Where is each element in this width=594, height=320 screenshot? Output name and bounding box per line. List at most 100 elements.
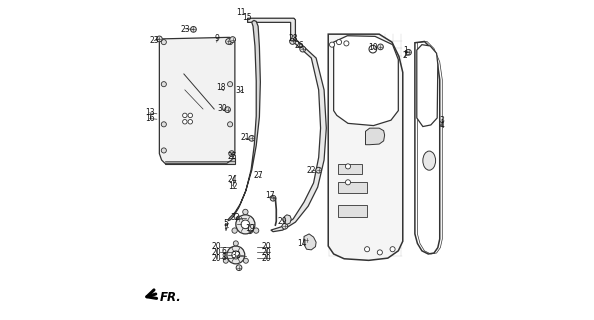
Text: 32: 32 [231, 251, 241, 260]
Circle shape [330, 42, 334, 47]
Circle shape [369, 45, 377, 53]
Text: 12: 12 [228, 182, 238, 191]
Circle shape [304, 237, 309, 243]
Text: 7: 7 [223, 224, 228, 233]
Circle shape [344, 41, 349, 46]
Text: 24: 24 [228, 175, 238, 184]
Circle shape [316, 167, 321, 173]
Bar [178, 82, 204, 109]
Circle shape [227, 246, 245, 264]
Circle shape [233, 241, 238, 246]
Text: 26: 26 [295, 41, 304, 51]
Circle shape [188, 113, 192, 118]
Text: 30: 30 [217, 104, 227, 113]
Circle shape [182, 113, 187, 118]
Circle shape [162, 122, 166, 127]
Circle shape [226, 39, 232, 44]
Text: 19: 19 [245, 224, 255, 233]
Circle shape [236, 215, 255, 234]
Text: 8: 8 [222, 253, 227, 262]
Bar [339, 164, 362, 174]
Text: 20: 20 [262, 242, 271, 251]
Text: FR.: FR. [160, 291, 182, 303]
Text: 15: 15 [242, 13, 251, 22]
Text: 13: 13 [145, 108, 154, 117]
Text: 25: 25 [228, 152, 238, 161]
Polygon shape [159, 37, 235, 163]
Text: 3: 3 [440, 116, 444, 125]
Circle shape [228, 122, 233, 127]
Polygon shape [248, 18, 326, 232]
Circle shape [241, 220, 249, 229]
Text: 6: 6 [222, 247, 227, 256]
Text: 21: 21 [241, 132, 250, 141]
Polygon shape [365, 128, 385, 145]
Polygon shape [334, 36, 399, 125]
Circle shape [290, 39, 295, 44]
Bar [339, 182, 367, 194]
Text: 5: 5 [223, 219, 228, 228]
Text: 29: 29 [278, 217, 287, 226]
Circle shape [236, 265, 242, 270]
Circle shape [230, 37, 235, 43]
Polygon shape [328, 34, 403, 260]
Circle shape [228, 82, 233, 87]
Text: 14: 14 [297, 239, 307, 248]
Text: 20: 20 [212, 242, 222, 251]
Circle shape [282, 223, 287, 229]
Bar [339, 204, 367, 217]
Circle shape [188, 120, 192, 124]
Text: 23: 23 [180, 25, 189, 34]
Circle shape [365, 247, 369, 252]
Circle shape [156, 36, 162, 42]
Text: 11: 11 [236, 8, 246, 17]
Polygon shape [415, 42, 440, 254]
Circle shape [249, 135, 255, 141]
Polygon shape [417, 45, 438, 126]
Circle shape [236, 216, 242, 222]
Circle shape [225, 107, 230, 113]
Circle shape [162, 148, 166, 153]
Ellipse shape [423, 151, 435, 170]
Text: 28: 28 [289, 34, 298, 43]
Circle shape [346, 180, 350, 185]
Circle shape [243, 209, 248, 215]
Circle shape [229, 151, 235, 156]
Circle shape [232, 228, 237, 233]
Circle shape [337, 40, 342, 45]
Circle shape [346, 164, 350, 169]
Text: 20: 20 [262, 248, 271, 257]
Circle shape [406, 50, 412, 55]
Text: 22: 22 [307, 166, 316, 175]
Circle shape [247, 228, 252, 234]
Text: 9: 9 [215, 35, 220, 44]
Text: 18: 18 [216, 83, 226, 92]
Circle shape [244, 258, 248, 263]
Text: 20: 20 [262, 254, 271, 263]
Circle shape [223, 258, 228, 263]
Circle shape [300, 46, 305, 52]
Text: 4: 4 [440, 121, 444, 130]
Circle shape [254, 228, 259, 233]
Text: 16: 16 [145, 114, 154, 123]
Circle shape [378, 44, 383, 50]
Text: 31: 31 [235, 86, 245, 95]
Circle shape [232, 251, 240, 259]
Text: 23: 23 [150, 36, 159, 45]
Circle shape [270, 196, 276, 201]
Text: 17: 17 [265, 191, 275, 200]
Circle shape [390, 247, 395, 252]
Text: 1: 1 [403, 45, 407, 55]
Bar [165, 158, 235, 164]
Text: 32: 32 [230, 213, 240, 222]
Circle shape [162, 82, 166, 87]
Circle shape [162, 40, 166, 45]
Circle shape [228, 40, 233, 45]
Circle shape [377, 250, 383, 255]
Circle shape [191, 27, 197, 32]
Polygon shape [283, 215, 291, 224]
Polygon shape [304, 234, 316, 250]
Polygon shape [228, 20, 260, 220]
Text: 20: 20 [212, 248, 222, 257]
Text: 2: 2 [403, 51, 407, 60]
